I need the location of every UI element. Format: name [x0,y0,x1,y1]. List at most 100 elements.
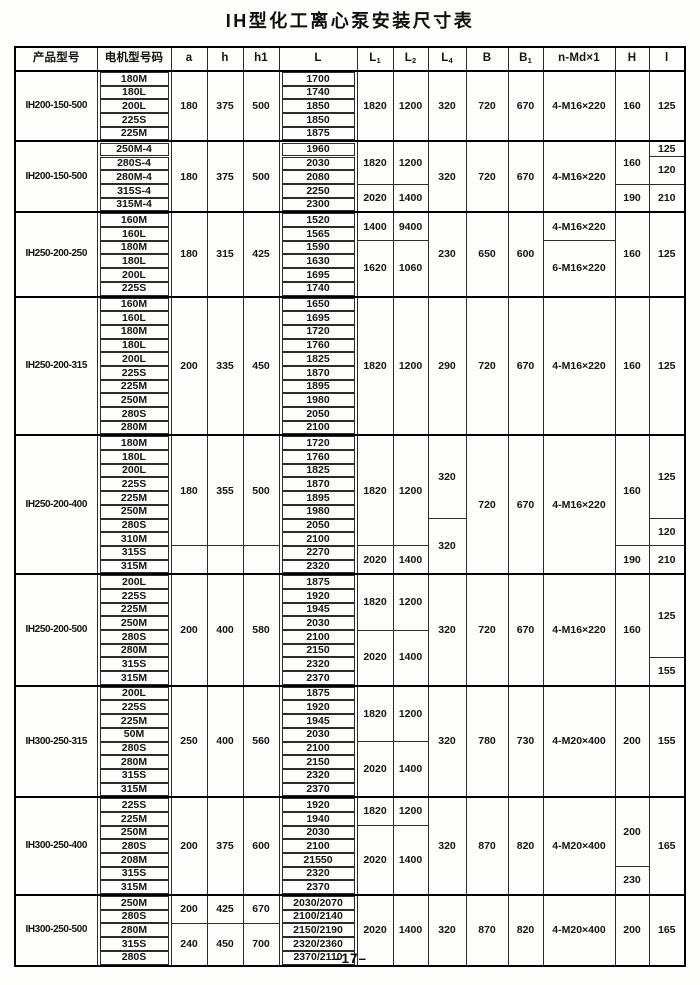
table-row: 200L 1695 [15,268,685,282]
cell-product: IH250-200-500 [14,573,98,687]
cell-h [206,545,244,575]
L-value: 1850 [281,113,355,127]
table-row: 200L 1850 [15,99,685,114]
motor-value: 160L [99,311,169,325]
cell-a: 180 [170,434,208,547]
cell-motor: 200L [96,99,172,114]
cell-I: 125 [648,295,686,436]
table-row: 280S 2050 320 120 [15,517,686,575]
cell-L: 2150 [278,755,358,769]
cell-L: 1565 [278,227,358,241]
L-value: 21550 [281,853,355,867]
motor-value: 180L [99,450,169,464]
table-row: 280S 2370/2110 [15,950,685,966]
motor-value: 315M [99,671,169,685]
table-row: 225S 1850 [15,113,685,127]
motor-value: 160M [99,214,169,228]
cell-L4: 320 [427,140,467,213]
cell-motor: 315S-4 [96,184,172,198]
cell-product: IH200-150-500 [14,140,98,213]
motor-value: 180M [99,324,169,339]
cell-I: 125 [648,573,686,658]
cell-motor: 315M [96,880,172,896]
L-value: 1945 [281,602,355,617]
cell-L: 1980 [278,393,358,407]
motor-value: 160M [99,298,169,312]
cell-L1: 1820 [356,684,394,742]
L-value: 2030/2070 [281,897,355,910]
header-a: a [170,46,208,72]
cell-motor: 160L [96,227,172,241]
cell-h: 315 [206,211,244,298]
cell-motor: 280S [96,950,172,966]
cell-motor: 250M [96,616,172,630]
L-value: 2100 [281,839,355,853]
table-row: 280M 2150 [15,755,685,769]
cell-motor: 225M [96,491,172,505]
cell-product: IH250-200-400 [14,434,98,575]
header-h1: h1 [242,46,280,72]
cell-product: IH300-250-315 [14,684,98,798]
cell-L: 2250 [278,184,358,198]
L-value: 2320 [281,657,355,672]
cell-H: 230 [614,866,650,896]
motor-value: 280S [99,630,169,644]
header-h: h [206,46,244,72]
cell-motor: 225M [96,602,172,617]
cell-I: 155 [648,656,686,687]
L-value: 2320 [281,768,355,783]
table-row: 225S 1920 [15,588,685,603]
cell-I: 155 [648,684,686,798]
cell-B: 650 [465,211,509,298]
cell-L: 1825 [278,352,358,366]
header-B: B [465,46,509,72]
cell-motor: 315M-4 [96,197,172,213]
L-value: 2320/2360 [281,937,355,951]
motor-value: 280S [99,839,169,853]
cell-a: 180 [170,211,208,298]
motor-value: 200L [99,99,169,114]
table-row: 315S-4 2250 2020 1400 190 210 [15,183,686,213]
cell-L1: 2020 [356,183,394,213]
cell-motor: 280M [96,420,172,436]
motor-value: 280S [99,407,169,421]
cell-nMd: 4-M16×220 [542,140,616,213]
table-row: 315M 2370 [15,880,685,896]
table-row: 225M 1895 [15,491,685,505]
cell-product: IH250-200-250 [14,211,98,298]
cell-L: 2370 [278,782,358,798]
motor-value: 280M [99,755,169,769]
page-number: –17– [332,951,368,966]
cell-motor: 180M [96,70,172,86]
motor-value: 225S [99,588,169,603]
cell-L: 1940 [278,811,358,826]
motor-value: 250M [99,504,169,519]
header-I: l [648,46,686,72]
header-L1: L1 [356,46,394,72]
L-value: 2300 [281,197,355,212]
cell-L1: 2020 [356,825,394,896]
cell-L: 1850 [278,113,358,127]
page-title: IH型化工离心泵安装尺寸表 [225,11,475,31]
cell-H: 200 [614,796,650,868]
cell-L: 1850 [278,99,358,114]
cell-motor: 225M [96,714,172,728]
L-value: 2100 [281,630,355,644]
cell-motor: 315S [96,545,172,560]
cell-product: IH300-250-500 [14,894,98,967]
cell-nMd: 4-M16×220 [542,573,616,687]
table-row: 250M 1980 [15,393,685,407]
motor-value: 225S [99,799,169,812]
cell-motor: 200L [96,463,172,478]
L-value: 2080 [281,170,355,184]
cell-L: 2150 [278,643,358,658]
cell-h1: 425 [242,211,280,298]
cell-L: 2030 [278,616,358,630]
cell-L4: 320 [427,518,467,575]
cell-motor: 180L [96,85,172,100]
table-row: 200L 1825 [15,463,685,478]
motor-value: 50M [99,727,169,742]
L-value: 1875 [281,576,355,589]
motor-value: 225S [99,113,169,127]
table-row: 180L 1760 [15,450,685,464]
